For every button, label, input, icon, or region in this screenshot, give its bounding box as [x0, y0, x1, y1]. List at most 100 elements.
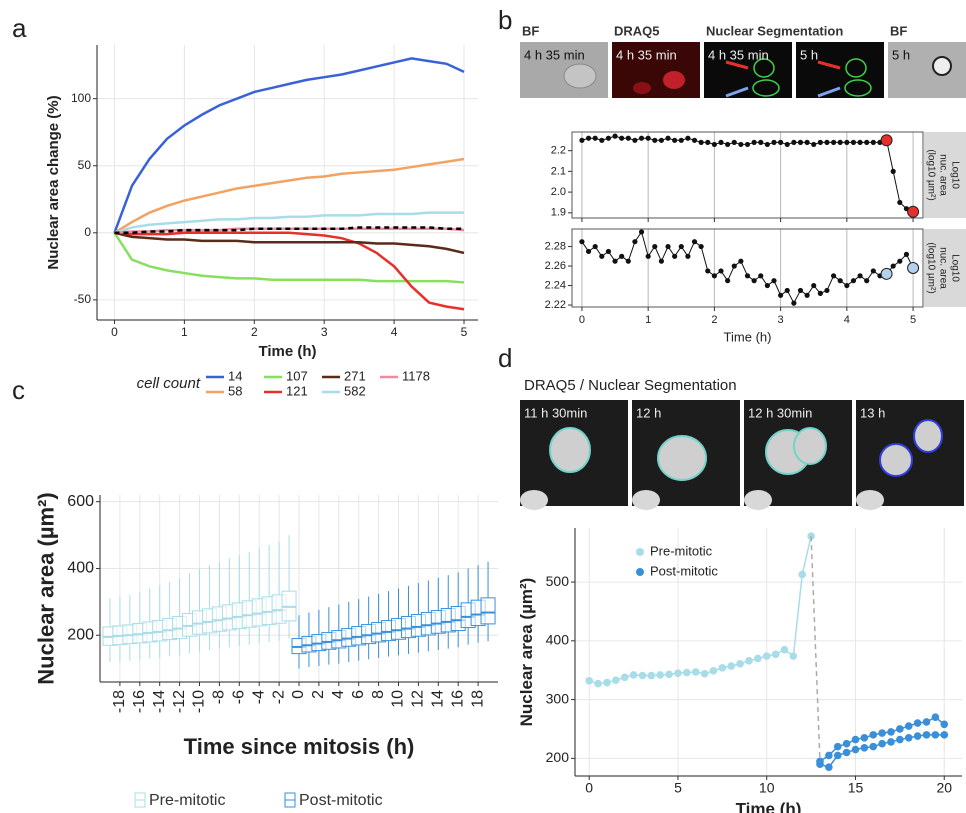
point	[665, 243, 671, 250]
point	[789, 652, 798, 660]
y-tick-label: 0	[84, 225, 91, 239]
point	[860, 734, 869, 742]
strip-label: nuc. area	[937, 247, 948, 289]
point	[869, 742, 878, 751]
cell	[563, 63, 597, 89]
point	[599, 137, 605, 143]
point	[890, 263, 896, 269]
point	[913, 719, 922, 727]
x-tick-label: 5	[674, 780, 682, 796]
point	[592, 135, 598, 141]
highlight-point	[907, 205, 920, 218]
point	[705, 139, 711, 145]
point	[825, 751, 833, 760]
point	[903, 251, 910, 257]
frame-time: 4 h 35 min	[616, 47, 677, 62]
point	[887, 738, 895, 746]
arrow	[725, 60, 749, 70]
point	[683, 668, 691, 677]
arrow	[817, 86, 841, 98]
nucleus	[856, 490, 884, 510]
point	[751, 278, 757, 284]
point	[824, 139, 830, 145]
panel-label: b	[498, 5, 512, 35]
mitosis-connector	[810, 536, 821, 762]
point	[656, 671, 665, 679]
point	[791, 139, 797, 145]
x-tick-label: 1	[645, 314, 651, 326]
series-line	[113, 57, 465, 234]
x-tick-label: 15	[848, 780, 864, 796]
y-tick-label: 2.0	[551, 186, 566, 198]
frame-time: 13 h	[860, 405, 885, 420]
point	[804, 292, 810, 298]
y-tick-label: 300	[546, 690, 570, 706]
frame-time: 11 h 30min	[524, 405, 587, 420]
point	[870, 139, 876, 145]
legend-label: 271	[344, 368, 366, 383]
frame-title: BF	[522, 23, 539, 38]
point	[764, 141, 770, 148]
x-tick-label: 12	[410, 690, 427, 708]
x-tick-label: -18	[111, 690, 128, 713]
point	[817, 139, 823, 145]
point	[811, 282, 817, 289]
point	[771, 278, 777, 284]
y-tick-label: 2.28	[545, 240, 566, 252]
point	[594, 679, 602, 688]
point	[887, 728, 895, 736]
series-line	[114, 231, 465, 255]
point	[672, 253, 678, 259]
point	[738, 141, 744, 148]
point	[725, 278, 731, 284]
point	[844, 282, 850, 289]
point	[579, 239, 585, 245]
y-tick-label: 2.22	[545, 299, 566, 311]
point	[816, 760, 824, 769]
y-tick-label: 2.1	[551, 165, 566, 177]
point	[851, 735, 860, 744]
point	[711, 273, 717, 279]
panel-label: d	[498, 343, 512, 373]
x-tick-label: -4	[250, 690, 267, 704]
point	[780, 645, 789, 654]
legend-label: 107	[286, 368, 308, 383]
point	[612, 258, 618, 264]
segmentation	[844, 79, 872, 97]
legend-label: 58	[228, 383, 242, 398]
series-line	[581, 230, 914, 305]
strip	[924, 132, 966, 218]
point	[599, 253, 605, 259]
point	[784, 141, 790, 148]
point	[764, 282, 770, 289]
point	[844, 139, 850, 145]
frame-time: 4 h 35 min	[708, 47, 769, 62]
y-tick-label: 200	[546, 749, 570, 765]
point	[754, 654, 762, 663]
point	[830, 139, 837, 145]
panel-label: a	[12, 13, 27, 43]
strip	[924, 229, 966, 307]
x-tick-label: 1	[181, 325, 188, 339]
y-tick-label: -50	[74, 292, 92, 306]
point	[691, 668, 700, 676]
x-tick-label: 0	[579, 314, 585, 326]
point	[833, 742, 842, 751]
x-tick-label: 20	[936, 780, 952, 796]
point	[685, 253, 691, 259]
point	[897, 258, 903, 264]
point	[762, 652, 771, 660]
legend-label: 1178	[402, 368, 430, 383]
point	[833, 751, 842, 760]
point	[824, 287, 830, 294]
point	[652, 137, 658, 143]
point	[698, 243, 704, 250]
legend-title: cell count	[137, 375, 201, 392]
point	[897, 199, 903, 206]
point	[658, 258, 665, 264]
point	[896, 725, 904, 733]
y-tick-label: 400	[67, 560, 94, 577]
x-tick-label: 10	[759, 780, 775, 796]
point	[585, 676, 594, 685]
